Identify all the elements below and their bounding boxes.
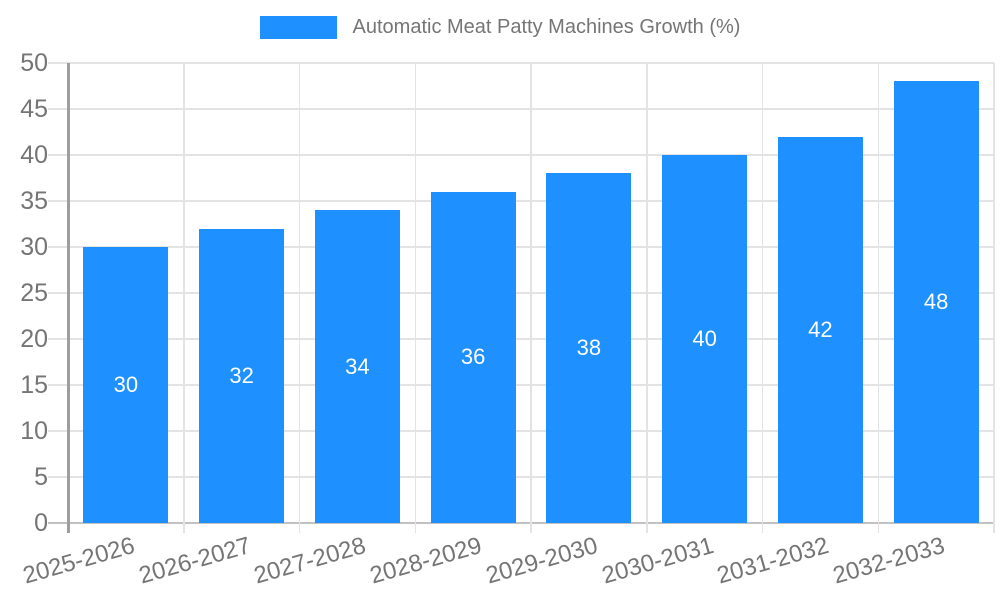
bar-value-label: 34 bbox=[345, 353, 370, 379]
bar[interactable]: 34 bbox=[314, 210, 400, 523]
gridline-horizontal bbox=[48, 476, 994, 478]
y-tick-label: 35 bbox=[20, 187, 48, 215]
y-tick-label: 0 bbox=[34, 509, 48, 537]
bar-value-label: 42 bbox=[808, 316, 833, 342]
gridline-horizontal bbox=[48, 246, 994, 248]
gridline-horizontal bbox=[48, 154, 994, 156]
gridline-horizontal bbox=[48, 62, 994, 64]
y-tick-label: 10 bbox=[20, 417, 48, 445]
bar-value-label: 36 bbox=[460, 344, 486, 370]
y-tick-label: 50 bbox=[20, 49, 48, 77]
gridline-vertical bbox=[298, 63, 301, 533]
bar-value-label: 40 bbox=[692, 326, 717, 351]
y-tick-label: 25 bbox=[20, 279, 48, 307]
bar-value-label: 32 bbox=[229, 362, 254, 388]
y-tick-label: 20 bbox=[20, 325, 48, 353]
y-tick-label: 45 bbox=[20, 95, 48, 123]
legend-swatch bbox=[259, 16, 337, 39]
gridline-horizontal bbox=[48, 430, 994, 432]
gridline-vertical bbox=[877, 63, 879, 533]
y-tick-label: 5 bbox=[34, 463, 48, 491]
gridline-horizontal bbox=[48, 338, 994, 340]
bar[interactable]: 48 bbox=[893, 81, 979, 523]
plot-area: 30 32 34 36 38 40 42 48 bbox=[48, 62, 995, 533]
gridline-horizontal bbox=[48, 292, 994, 294]
x-axis-baseline bbox=[48, 522, 994, 524]
bar[interactable]: 40 bbox=[662, 155, 748, 523]
legend: Automatic Meat Patty Machines Growth (%) bbox=[0, 16, 1000, 39]
gridline-vertical bbox=[993, 63, 995, 533]
bar[interactable]: 36 bbox=[430, 191, 516, 523]
gridline-horizontal bbox=[48, 384, 994, 386]
y-tick-label: 40 bbox=[20, 141, 48, 169]
gridline-vertical bbox=[183, 63, 185, 533]
legend-label: Automatic Meat Patty Machines Growth (%) bbox=[352, 16, 741, 38]
bar[interactable]: 42 bbox=[777, 136, 863, 523]
gridline-vertical bbox=[646, 63, 648, 533]
bar-value-label: 38 bbox=[576, 335, 602, 361]
bar-value-label: 30 bbox=[113, 372, 139, 397]
gridline-vertical bbox=[530, 63, 532, 533]
gridline-vertical bbox=[414, 63, 416, 533]
y-tick-label: 15 bbox=[20, 371, 48, 399]
y-tick-label: 30 bbox=[20, 233, 48, 261]
bar[interactable]: 38 bbox=[546, 173, 632, 523]
y-axis-line bbox=[67, 63, 70, 533]
gridline-horizontal bbox=[48, 108, 994, 110]
bar-value-label: 48 bbox=[923, 289, 949, 315]
gridline-vertical bbox=[761, 63, 764, 533]
bar[interactable]: 32 bbox=[199, 228, 285, 523]
bar[interactable]: 30 bbox=[83, 247, 169, 523]
gridline-horizontal bbox=[48, 200, 994, 202]
